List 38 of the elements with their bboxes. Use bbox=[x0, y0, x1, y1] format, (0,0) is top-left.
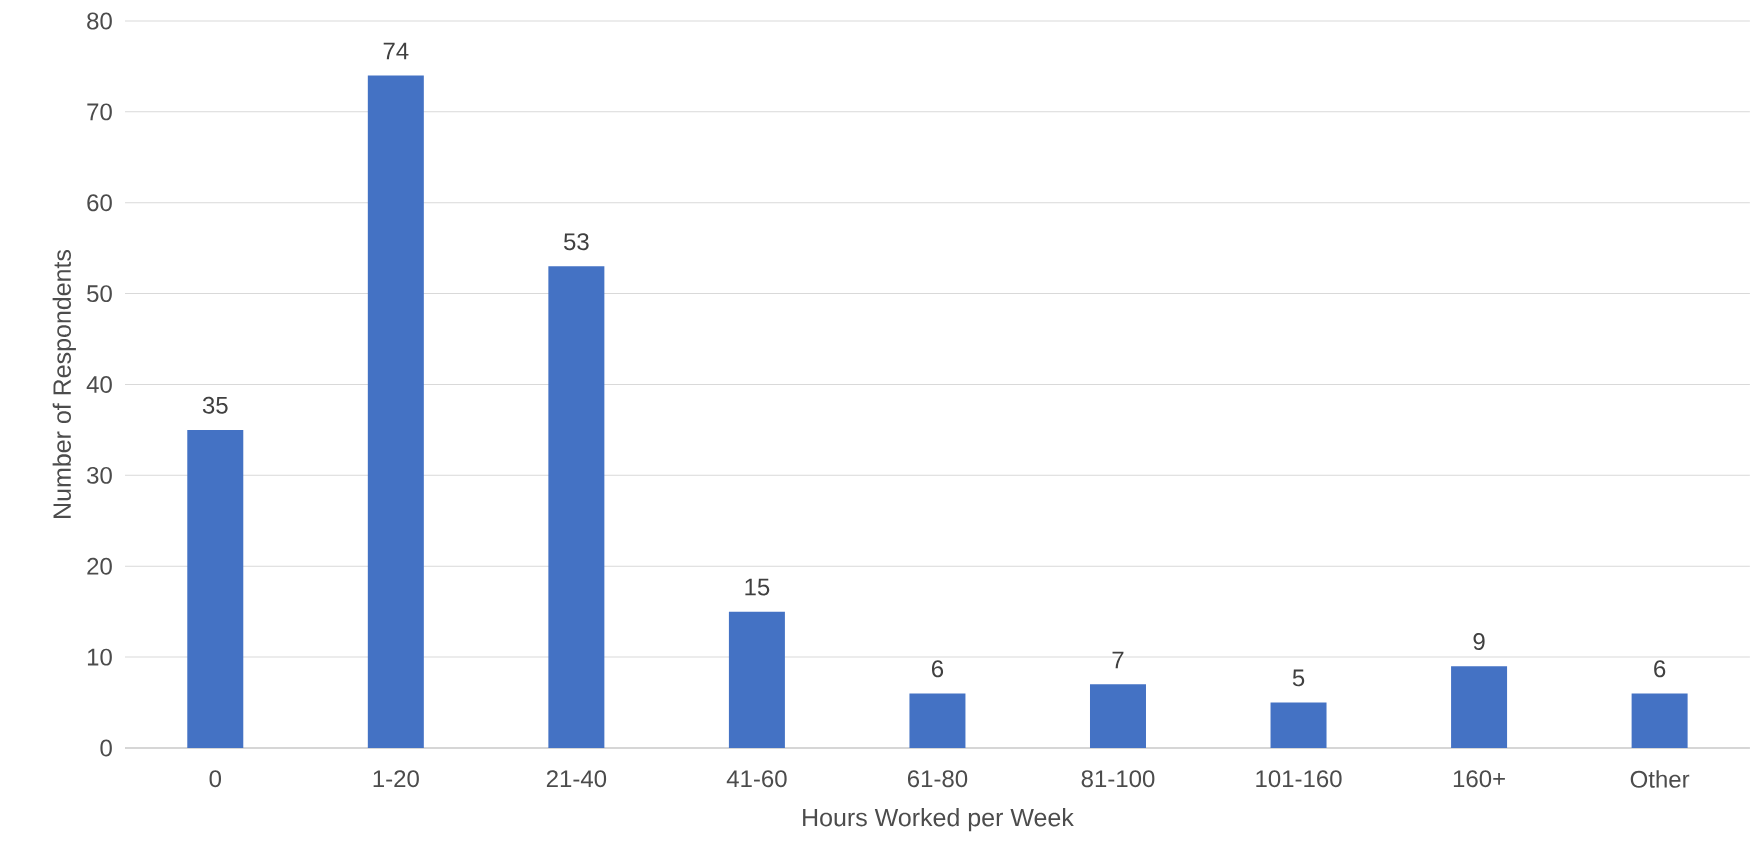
data-label: 7 bbox=[1112, 651, 1124, 669]
bar bbox=[1089, 684, 1146, 748]
bar bbox=[187, 429, 244, 748]
bar bbox=[1270, 702, 1327, 748]
x-tick-label: Other bbox=[1630, 770, 1690, 788]
y-tick-label: 20 bbox=[87, 557, 112, 575]
data-label: 6 bbox=[1654, 660, 1666, 678]
data-label: 15 bbox=[745, 578, 770, 596]
x-tick-label: 1-20 bbox=[373, 770, 419, 788]
y-tick-label: 40 bbox=[86, 376, 112, 393]
data-label: 6 bbox=[932, 660, 944, 678]
y-tick-label: 80 bbox=[87, 12, 112, 30]
bar bbox=[1451, 666, 1508, 748]
x-tick-label: 0 bbox=[209, 770, 222, 788]
y-tick-label: 0 bbox=[100, 739, 112, 757]
y-tick-label: 50 bbox=[87, 285, 112, 303]
x-axis-title: Hours Worked per Week bbox=[803, 808, 1074, 832]
bar bbox=[728, 611, 785, 748]
x-tick-label: 101-160 bbox=[1256, 770, 1342, 788]
bar bbox=[548, 266, 605, 748]
x-tick-label: 61-80 bbox=[907, 770, 968, 788]
y-tick-label: 10 bbox=[87, 648, 112, 666]
y-tick-label: 70 bbox=[87, 103, 112, 121]
data-label: 53 bbox=[563, 233, 589, 251]
x-tick-label: 21-40 bbox=[546, 770, 607, 788]
x-tick-label: 81-100 bbox=[1081, 770, 1155, 788]
x-tick-label: 41-60 bbox=[726, 770, 787, 788]
data-label: 35 bbox=[202, 396, 228, 414]
data-label: 5 bbox=[1292, 669, 1305, 687]
y-tick-label: 30 bbox=[87, 466, 112, 484]
y-tick-label: 60 bbox=[87, 194, 112, 212]
bar bbox=[909, 693, 966, 748]
bar bbox=[1631, 693, 1688, 748]
data-label: 74 bbox=[383, 42, 409, 60]
data-label: 9 bbox=[1473, 633, 1485, 650]
y-axis-title: Number of Respondents bbox=[52, 249, 76, 518]
bar bbox=[367, 75, 424, 748]
x-tick-label: 160+ bbox=[1453, 770, 1505, 788]
